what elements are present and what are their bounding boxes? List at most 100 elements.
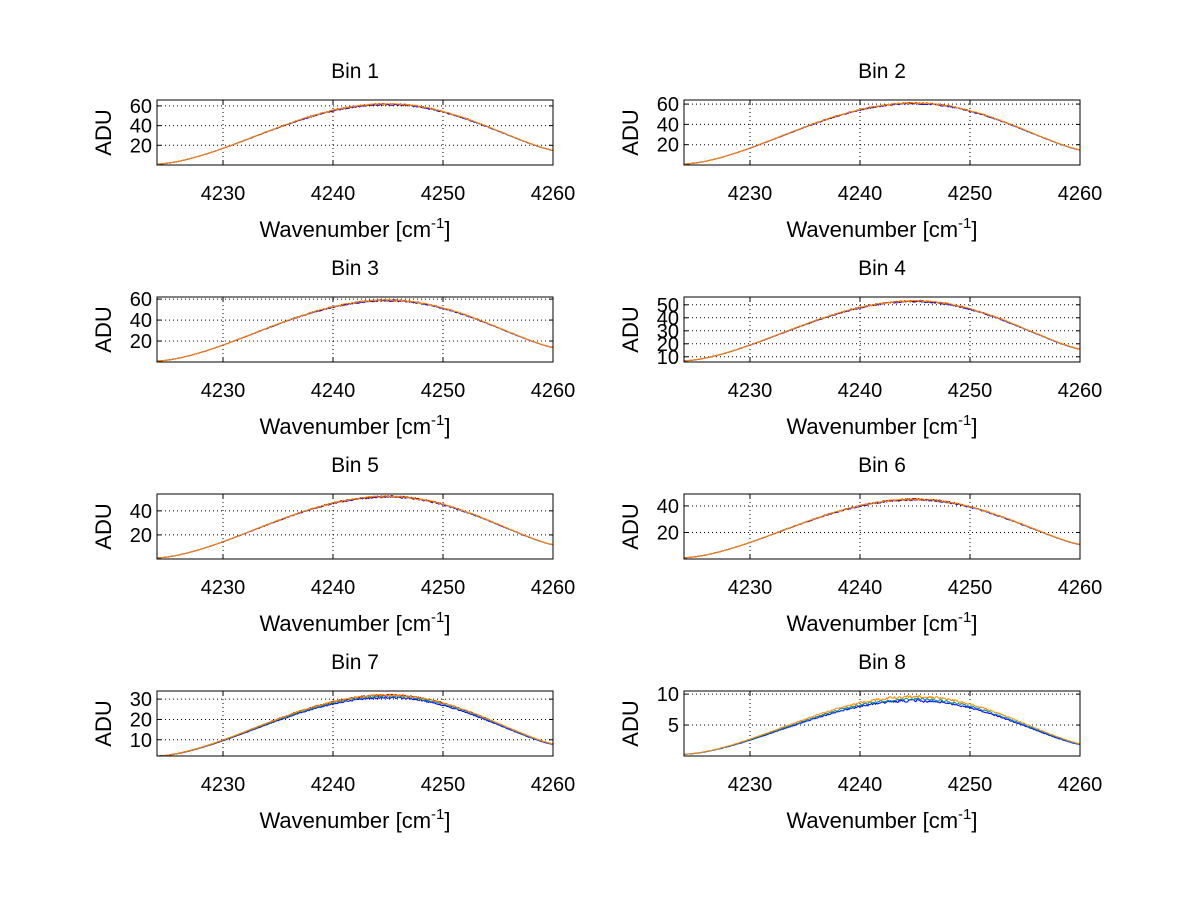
x-tick-label: 4250	[948, 183, 993, 205]
y-axis-label: ADU	[91, 700, 116, 746]
x-tick-label: 4260	[531, 577, 576, 599]
x-tick-label: 4250	[421, 774, 466, 796]
x-tick-label: 4240	[838, 577, 883, 599]
y-tick-label: 40	[657, 496, 679, 518]
subplot-title: Bin 1	[331, 60, 379, 83]
x-tick-label: 4260	[531, 380, 576, 402]
y-tick-label: 60	[130, 96, 152, 118]
x-axis-label-main: Wavenumber [cm	[259, 808, 431, 833]
x-axis-label-main: Wavenumber [cm	[259, 217, 431, 242]
x-axis-label-close: ]	[444, 217, 450, 242]
x-axis-label: Wavenumber [cm-1]	[259, 609, 450, 636]
x-axis-label-main: Wavenumber [cm	[786, 217, 958, 242]
y-axis-label: ADU	[618, 700, 643, 746]
y-tick-label: 40	[130, 501, 152, 523]
series-group	[684, 498, 1080, 559]
x-tick-label: 4250	[421, 380, 466, 402]
x-tick-label: 4250	[948, 380, 993, 402]
x-tick-label: 4240	[838, 380, 883, 402]
axes-box	[156, 493, 554, 560]
x-axis-label-close: ]	[444, 611, 450, 636]
y-tick-label: 10	[130, 730, 152, 752]
x-axis-label-main: Wavenumber [cm	[786, 414, 958, 439]
x-tick-label: 4230	[728, 774, 773, 796]
y-axis-label: ADU	[91, 306, 116, 352]
x-tick-label: 4250	[421, 577, 466, 599]
x-axis-label-main: Wavenumber [cm	[786, 611, 958, 636]
x-tick-label: 4250	[421, 183, 466, 205]
y-tick-label: 60	[657, 94, 679, 116]
axes-box	[156, 690, 554, 757]
axes-box	[683, 296, 1081, 363]
y-tick-label: 20	[130, 525, 152, 547]
x-axis-label-main: Wavenumber [cm	[259, 414, 431, 439]
series-line-3	[157, 102, 553, 165]
x-tick-label: 4260	[1058, 577, 1103, 599]
x-axis-label: Wavenumber [cm-1]	[259, 806, 450, 833]
x-axis-label-close: ]	[971, 611, 977, 636]
x-axis-label-superscript: -1	[958, 609, 971, 626]
series-group	[157, 102, 553, 165]
x-axis-label-superscript: -1	[431, 215, 444, 232]
x-axis-label-superscript: -1	[431, 609, 444, 626]
y-tick-label: 50	[657, 295, 679, 317]
y-axis-label: ADU	[91, 503, 116, 549]
axes-box	[156, 296, 554, 363]
x-tick-label: 4230	[728, 380, 773, 402]
x-axis-label-close: ]	[971, 808, 977, 833]
x-tick-label: 4230	[728, 577, 773, 599]
y-tick-label: 40	[130, 310, 152, 332]
x-axis-label-superscript: -1	[431, 412, 444, 429]
series-group	[684, 299, 1080, 362]
x-tick-label: 4240	[838, 774, 883, 796]
subplot-bin-6: 4230 4240 4250 4260 20 40 Bin 6 Wavenumber [cm-…	[618, 454, 1102, 636]
x-tick-label: 4230	[201, 774, 246, 796]
axes-box	[156, 99, 554, 166]
subplot-title: Bin 3	[331, 257, 379, 280]
x-axis-label: Wavenumber [cm-1]	[786, 806, 977, 833]
x-tick-label: 4260	[531, 183, 576, 205]
x-axis-label-superscript: -1	[958, 806, 971, 823]
subplot-title: Bin 7	[331, 651, 379, 674]
series-line-3	[684, 101, 1080, 165]
x-tick-label: 4230	[201, 183, 246, 205]
series-group	[157, 693, 553, 756]
series-line-3	[157, 495, 553, 559]
x-axis-label: Wavenumber [cm-1]	[786, 215, 977, 242]
x-tick-label: 4260	[1058, 380, 1103, 402]
x-axis-label-superscript: -1	[958, 215, 971, 232]
axes-box	[683, 99, 1081, 166]
series-group	[684, 694, 1080, 755]
y-tick-label: 20	[657, 334, 679, 356]
subplot-title: Bin 8	[858, 651, 906, 674]
y-tick-label: 40	[657, 114, 679, 136]
x-tick-label: 4250	[948, 774, 993, 796]
axes-box	[683, 493, 1081, 560]
x-axis-label-superscript: -1	[958, 412, 971, 429]
y-tick-label: 5	[668, 715, 679, 737]
y-tick-label: 20	[130, 709, 152, 731]
x-tick-label: 4240	[838, 183, 883, 205]
series-line-2	[684, 697, 1080, 755]
series-line-3	[157, 299, 553, 362]
y-tick-label: 40	[130, 116, 152, 138]
x-tick-label: 4240	[311, 577, 356, 599]
series-group	[684, 101, 1080, 165]
series-line-3	[684, 498, 1080, 559]
y-tick-label: 60	[130, 289, 152, 311]
x-axis-label: Wavenumber [cm-1]	[786, 412, 977, 439]
x-tick-label: 4230	[728, 183, 773, 205]
subplot-title: Bin 6	[858, 454, 906, 477]
x-axis-label: Wavenumber [cm-1]	[259, 412, 450, 439]
x-tick-label: 4260	[531, 774, 576, 796]
series-line-3	[684, 299, 1080, 362]
y-tick-label: 20	[130, 135, 152, 157]
series-group	[157, 495, 553, 559]
x-tick-label: 4230	[201, 380, 246, 402]
